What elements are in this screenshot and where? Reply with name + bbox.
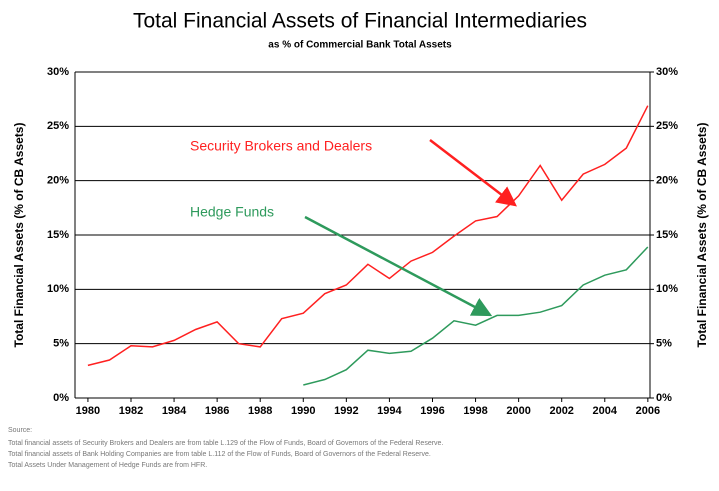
- x-tick-label: 1988: [248, 405, 272, 417]
- y-tick-label: 20%: [47, 175, 69, 187]
- x-tick-label: 1992: [334, 405, 358, 417]
- x-tick-label: 1984: [162, 405, 187, 417]
- x-tick-label: 1996: [420, 405, 444, 417]
- y-tick-label: 15%: [47, 229, 69, 241]
- y2-tick-label: 25%: [656, 120, 678, 132]
- y-tick-label: 10%: [47, 283, 69, 295]
- legend-label: Security Brokers and Dealers: [190, 138, 372, 154]
- y2-axis-label: Total Financial Assets (% of CB Assets): [695, 123, 709, 348]
- y-tick-label: 30%: [47, 66, 69, 78]
- x-tick-label: 1990: [291, 405, 315, 417]
- y2-tick-label: 10%: [656, 283, 678, 295]
- series-line: [303, 246, 649, 386]
- y-tick-label: 5%: [53, 338, 69, 350]
- annotation-arrow: [429, 139, 517, 207]
- chart-title: Total Financial Assets of Financial Inte…: [133, 10, 587, 33]
- y2-tick-label: 0%: [656, 392, 672, 404]
- y2-tick-label: 15%: [656, 229, 678, 241]
- y-tick-label: 25%: [47, 120, 69, 132]
- y2-tick-label: 5%: [656, 338, 672, 350]
- source-note: Source:: [8, 427, 32, 434]
- y2-tick-label: 30%: [656, 66, 678, 78]
- x-tick-label: 1998: [463, 405, 487, 417]
- series-line: [87, 105, 649, 367]
- x-tick-label: 2000: [506, 405, 530, 417]
- x-tick-label: 1986: [205, 405, 229, 417]
- x-tick-label: 2004: [593, 405, 618, 417]
- x-tick-label: 1982: [119, 405, 143, 417]
- y-axis-label: Total Financial Assets (% of CB Assets): [12, 123, 26, 348]
- x-tick-label: 1980: [76, 405, 100, 417]
- source-note: Total financial assets of Security Broke…: [8, 440, 443, 447]
- source-note: Total Assets Under Management of Hedge F…: [8, 462, 207, 469]
- annotation-arrow: [304, 215, 493, 317]
- source-note: Total financial assets of Bank Holding C…: [8, 451, 431, 458]
- chart-subtitle: as % of Commercial Bank Total Assets: [268, 40, 452, 51]
- x-tick-label: 1994: [377, 405, 402, 417]
- legend-label: Hedge Funds: [190, 204, 274, 220]
- x-tick-label: 2002: [549, 405, 573, 417]
- x-tick-label: 2006: [636, 405, 660, 417]
- y2-tick-label: 20%: [656, 175, 678, 187]
- y-tick-label: 0%: [53, 392, 69, 404]
